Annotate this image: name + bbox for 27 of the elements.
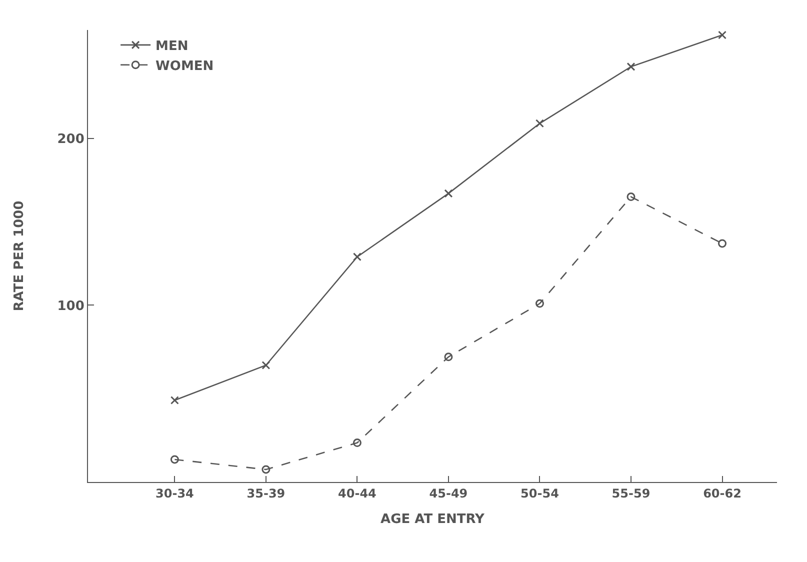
point [262, 361, 270, 370]
y-axis-title: RATE PER 1000 [12, 200, 28, 312]
point [444, 189, 453, 198]
point [718, 30, 726, 40]
x-tick-label: 45-49 [429, 486, 468, 500]
point [352, 252, 362, 262]
point [535, 119, 544, 128]
point [535, 299, 544, 308]
legend-label: WOMEN [156, 58, 214, 74]
point [170, 396, 179, 405]
x-tick-label: 60-62 [703, 486, 742, 500]
point [626, 62, 636, 71]
y-tick-label: 200 [57, 132, 84, 147]
point [352, 438, 362, 448]
x-tick-label: 40-44 [338, 486, 376, 500]
point [444, 352, 453, 362]
x-tick-label: 55-59 [612, 486, 650, 500]
y-tick-label: 100 [57, 298, 84, 314]
point [718, 239, 726, 248]
point [262, 465, 270, 474]
x-axis-title: AGE AT ENTRY [380, 512, 486, 527]
x-tick-label: 30-34 [156, 486, 194, 500]
legend-label: MEN [156, 39, 188, 54]
point [626, 192, 636, 202]
point [170, 455, 179, 464]
x-tick-label: 50-54 [520, 486, 559, 500]
x-tick-label: 35-39 [246, 486, 286, 500]
